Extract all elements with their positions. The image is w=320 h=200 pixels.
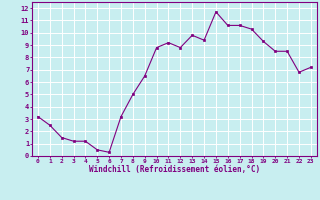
- X-axis label: Windchill (Refroidissement éolien,°C): Windchill (Refroidissement éolien,°C): [89, 165, 260, 174]
